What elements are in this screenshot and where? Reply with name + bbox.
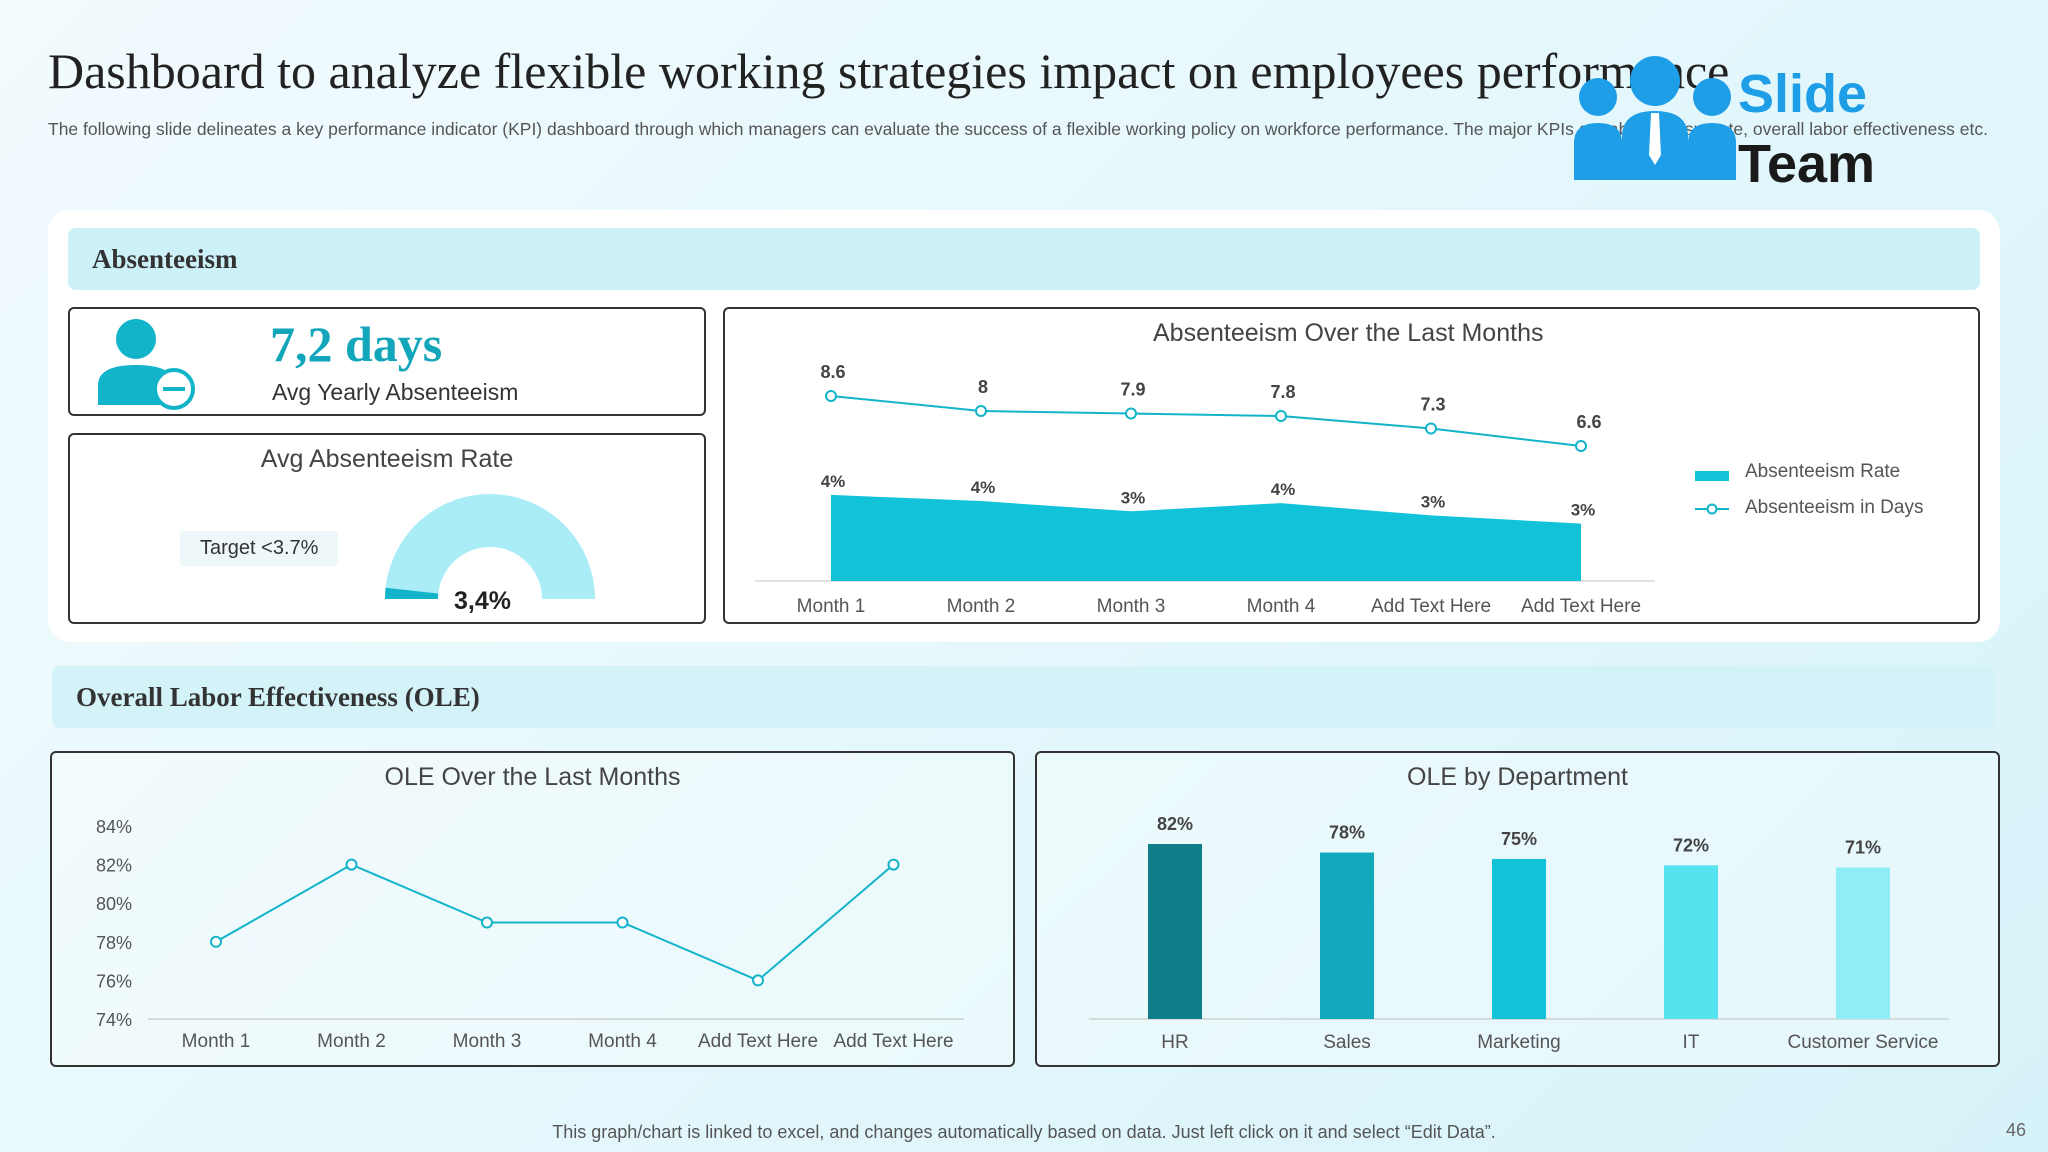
ole-trend-point [345, 858, 358, 871]
avg-absenteeism-rate-card: Avg Absenteeism Rate Target <3.7% 3,4% [68, 433, 706, 624]
absenteeism-trend-card: Absenteeism Over the Last Months 8.6 4% Mo… [723, 307, 1980, 624]
x-tick-label: Month 1 [182, 1031, 251, 1052]
y-tick-label: 82% [96, 856, 132, 876]
logo-text-slide: Slide [1738, 64, 1868, 124]
absenteeism-days-label: 7.3 [1420, 395, 1445, 415]
y-tick-label: 74% [96, 1010, 132, 1030]
absenteeism-days-point [1575, 440, 1587, 452]
absenteeism-days-point [825, 390, 837, 402]
x-tick-label: Month 4 [588, 1031, 657, 1052]
page-number: 46 [2005, 1120, 2026, 1140]
logo-text-team: Team [1738, 134, 1876, 194]
absenteeism-gauge [385, 493, 595, 599]
x-tick-label: Month 3 [1097, 596, 1166, 617]
person-minus-icon [98, 319, 195, 410]
absenteeism-days-label: 7.8 [1270, 382, 1295, 402]
avg-yearly-absenteeism-label: Avg Yearly Absenteeism [272, 379, 519, 405]
ole-bar-label: 71% [1845, 837, 1881, 857]
absenteeism-section-title: Absenteeism [68, 228, 1980, 290]
absenteeism-rate-title: Avg Absenteeism Rate [260, 445, 514, 473]
absenteeism-days-point [1275, 410, 1287, 422]
avg-yearly-absenteeism-value: 7,2 days [270, 316, 443, 372]
absenteeism-trend-title: Absenteeism Over the Last Months [1153, 319, 1544, 347]
absenteeism-days-label: 8 [978, 377, 988, 397]
ole-bar [1492, 858, 1546, 1019]
x-tick-label: Month 4 [1247, 596, 1316, 617]
ole-trend-chart: 84% 82% 80% 78% 76% 74% Month 1 Month 2 Month 3 M… [96, 817, 964, 1052]
absenteeism-rate-area [831, 494, 1581, 581]
x-tick-label: Month 2 [317, 1031, 386, 1052]
x-tick-label: Customer Service [1788, 1032, 1939, 1053]
ole-bar [1836, 867, 1890, 1019]
absenteeism-days-point [1425, 422, 1437, 435]
gauge-remaining-arc [385, 493, 595, 599]
page-subtitle: The following slide delineates a key per… [48, 119, 1988, 139]
ole-bar [1664, 865, 1718, 1019]
gauge-value-arc [385, 587, 439, 599]
ole-trend-point [752, 974, 764, 987]
absenteeism-rate-label: 3% [1421, 492, 1446, 511]
absenteeism-days-label: 7.9 [1120, 380, 1145, 400]
legend-swatch-rate [1695, 471, 1729, 481]
absenteeism-rate-label: 4% [1271, 480, 1296, 499]
x-tick-label: Month 1 [797, 596, 866, 617]
absenteeism-days-label: 8.6 [820, 362, 845, 382]
gauge-value: 3,4% [454, 587, 511, 615]
ole-department-card: OLE by Department 82% HR 78% Sales 75% Market… [1035, 751, 2000, 1067]
target-label: Target <3.7% [180, 531, 339, 566]
legend-label-rate: Absenteeism Rate [1745, 461, 1901, 482]
y-tick-label: 84% [96, 817, 132, 837]
y-tick-label: 80% [96, 894, 132, 914]
legend-swatches [1695, 471, 1729, 515]
x-tick-label: Add Text Here [833, 1031, 953, 1052]
absenteeism-rate-label: 3% [1121, 488, 1146, 507]
legend-label-days: Absenteeism in Days [1745, 497, 1924, 518]
ole-bar [1320, 852, 1374, 1019]
ole-trend-point [481, 916, 493, 929]
ole-bar-label: 82% [1157, 814, 1193, 834]
ole-section-title: Overall Labor Effectiveness (OLE) [52, 666, 1996, 728]
ole-bar [1148, 844, 1202, 1019]
footer-note: This graph/chart is linked to excel, and… [552, 1122, 1496, 1142]
x-tick-label: Add Text Here [1521, 596, 1641, 617]
ole-bar-label: 75% [1501, 829, 1537, 849]
slideteam-logo: Slide Team [1570, 55, 1880, 195]
absenteeism-days-point [975, 405, 987, 417]
avg-yearly-absenteeism-card: 7,2 days Avg Yearly Absenteeism [68, 307, 706, 416]
ole-department-chart: 82% HR 78% Sales 75% Marketing 72% IT 71% Custome… [1089, 814, 1949, 1053]
ole-trend-card: OLE Over the Last Months 84% 82% 80% 78% 76%… [50, 751, 1015, 1067]
page-title: Dashboard to analyze flexible working st… [48, 43, 1730, 99]
x-tick-label: Month 3 [453, 1031, 522, 1052]
ole-bar-label: 72% [1673, 835, 1709, 855]
x-tick-label: Add Text Here [1371, 596, 1491, 617]
ole-trend-point [887, 858, 900, 871]
absenteeism-days-line [830, 395, 1582, 447]
absenteeism-rate-label: 4% [971, 478, 996, 497]
absenteeism-days-point [1125, 407, 1137, 420]
ole-trend-point [210, 935, 222, 948]
y-tick-label: 76% [96, 971, 132, 991]
absenteeism-rate-label: 4% [821, 472, 846, 491]
absenteeism-trend-chart: 8.6 4% Month 1 8 4% Month 2 7.9 3% Month 3 7.8 4% M… [755, 362, 1655, 617]
ole-department-title: OLE by Department [1407, 763, 1628, 791]
ole-trend-title: OLE Over the Last Months [384, 763, 681, 791]
ole-bar-label: 78% [1329, 823, 1365, 843]
x-tick-label: Sales [1323, 1032, 1371, 1053]
y-tick-label: 78% [96, 933, 132, 953]
ole-trend-line [215, 863, 895, 982]
ole-trend-point [616, 916, 629, 929]
x-tick-label: HR [1161, 1032, 1188, 1053]
people-logo-icon [1574, 56, 1736, 180]
x-tick-label: Add Text Here [698, 1031, 818, 1052]
x-tick-label: Month 2 [947, 596, 1016, 617]
x-tick-label: IT [1683, 1032, 1700, 1053]
absenteeism-rate-label: 3% [1571, 501, 1596, 520]
x-tick-label: Marketing [1477, 1032, 1560, 1053]
absenteeism-days-label: 6.6 [1576, 412, 1601, 432]
